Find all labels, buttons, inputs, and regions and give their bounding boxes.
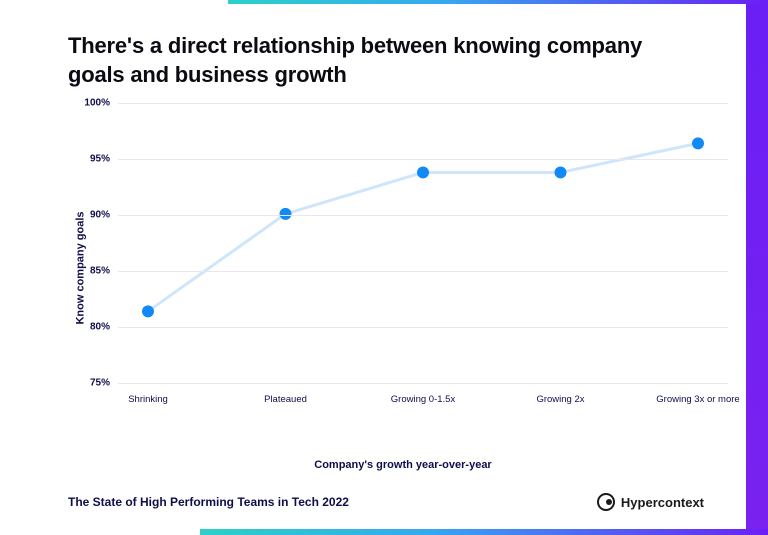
brand-logo: Hypercontext [597,493,704,511]
gridline [118,215,728,216]
gridline [118,271,728,272]
chart-marker [280,208,292,220]
brand-name: Hypercontext [621,495,704,510]
y-tick-label: 75% [80,378,110,389]
x-tick-label: Shrinking [128,394,168,405]
x-tick-label: Plateaued [264,394,307,405]
chart-marker [417,167,429,179]
slide-content: There's a direct relationship between kn… [0,0,746,535]
decor-right-bar [746,0,768,535]
chart-svg [118,103,728,383]
plot-area: 75%80%85%90%95%100%ShrinkingPlateauedGro… [118,103,728,383]
x-tick-label: Growing 3x or more [656,394,739,405]
y-tick-label: 80% [80,322,110,333]
y-tick-label: 85% [80,266,110,277]
line-chart: Know company goals 75%80%85%90%95%100%Sh… [78,103,728,433]
chart-title: There's a direct relationship between kn… [68,32,688,89]
y-tick-label: 95% [80,154,110,165]
chart-marker [142,306,154,318]
chart-marker [555,167,567,179]
gridline [118,103,728,104]
x-tick-label: Growing 0-1.5x [391,394,455,405]
chart-marker [692,138,704,150]
y-tick-label: 100% [80,98,110,109]
footer: The State of High Performing Teams in Te… [68,493,704,511]
gridline [118,383,728,384]
x-axis-label: Company's growth year-over-year [78,459,728,471]
gridline [118,159,728,160]
brand-logo-icon [597,493,615,511]
y-tick-label: 90% [80,210,110,221]
gridline [118,327,728,328]
footer-source: The State of High Performing Teams in Te… [68,495,349,509]
x-tick-label: Growing 2x [536,394,584,405]
